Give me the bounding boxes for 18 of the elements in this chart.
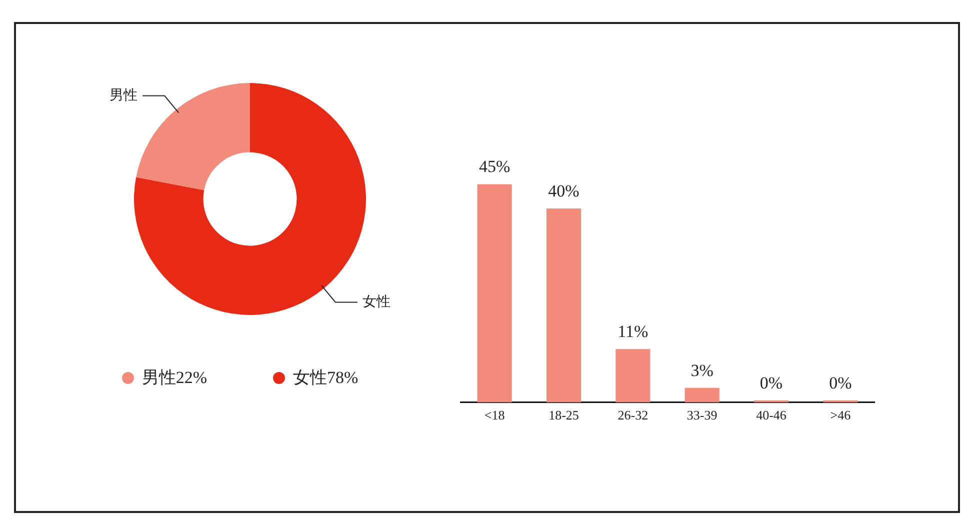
x-tick-label: 18-25 xyxy=(548,408,579,423)
data-label: 45% xyxy=(478,157,510,176)
data-label: 78% xyxy=(327,368,358,388)
x-tick-label: 33-39 xyxy=(686,408,718,423)
data-label: 11% xyxy=(618,322,648,342)
data-label: 40% xyxy=(548,181,580,200)
legend-label: 男性 xyxy=(142,367,176,389)
data-label: 0% xyxy=(760,373,783,392)
data-label: 0% xyxy=(829,373,852,392)
slice-label: 女性 xyxy=(362,294,390,310)
data-label: 22% xyxy=(176,368,207,388)
data-label: 3% xyxy=(690,360,714,380)
x-tick-label: >46 xyxy=(830,408,852,423)
legend-label: 女性 xyxy=(293,367,327,389)
slice-label: 男性 xyxy=(110,87,138,104)
x-tick-label: 26-32 xyxy=(618,408,648,423)
x-tick-label: 40-46 xyxy=(756,408,787,423)
x-tick-label: <18 xyxy=(484,408,505,423)
